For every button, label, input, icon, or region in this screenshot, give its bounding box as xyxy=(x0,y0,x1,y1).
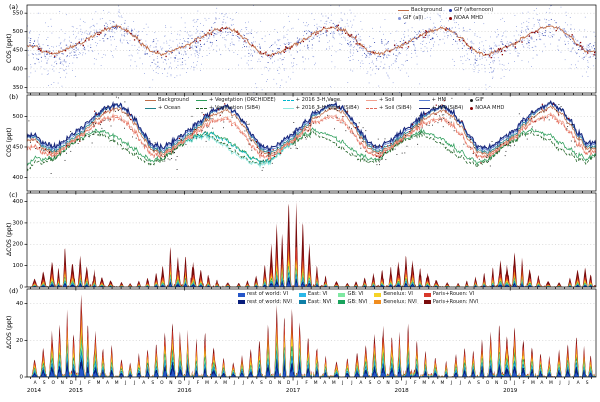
legend-swatch-square-icon xyxy=(374,300,382,305)
legend-label: + Soil (SiB4) xyxy=(378,104,412,111)
legend-label: + 2016 3-H Vege. (SiB4) xyxy=(295,104,359,111)
legend-item: rest of world: VI xyxy=(238,291,292,299)
legend-label: + 2016 3-H Vege. xyxy=(295,97,342,103)
legend-item: GB: NVI xyxy=(338,299,367,307)
legend-item: East: VI xyxy=(298,291,332,299)
legend-label: + Ocean xyxy=(158,104,181,111)
legend-swatch-line-icon xyxy=(418,100,430,102)
legend-swatch-square-icon xyxy=(338,292,346,297)
legend-item: + 2016 3-H Vege. (SiB4) xyxy=(282,104,359,113)
ylabel-panel-a: COS (ppt) xyxy=(6,33,13,63)
legend-label: Background xyxy=(411,7,442,13)
legend-label: + HM xyxy=(431,97,446,103)
legend-swatch-line-icon xyxy=(195,107,207,109)
legend-swatch-line-icon xyxy=(145,107,156,109)
legend-label: + Vegetation (ORCHIDEE) xyxy=(208,97,276,103)
legend-swatch-dot-icon xyxy=(398,16,401,20)
legend-swatch-line-icon xyxy=(195,100,207,102)
legend-swatch-line-icon xyxy=(282,100,294,102)
legend-swatch-dot-icon xyxy=(448,9,452,13)
legend-swatch-dot-icon xyxy=(470,99,474,103)
panel-c-label: (c) xyxy=(9,191,18,199)
legend-label: GIF xyxy=(475,97,484,103)
panel-b-label: (b) xyxy=(9,93,19,101)
legend-swatch-line-icon xyxy=(398,10,409,12)
panel-a-label: (a) xyxy=(9,3,19,11)
legend-swatch-square-icon xyxy=(238,300,245,305)
legend-swatch-square-icon xyxy=(423,300,431,305)
panel-d-legend: rest of world: VI East: VI GB: VI Benelux: … xyxy=(238,291,478,306)
legend-label: East: NVI xyxy=(307,298,332,305)
legend-swatch-line-icon xyxy=(365,100,377,102)
legend-item: NOAA MHD xyxy=(470,105,504,113)
legend-item: GIF (all) xyxy=(398,15,442,23)
legend-label: + Vegetation (SiB4) xyxy=(208,104,261,111)
legend-swatch-line-icon xyxy=(365,107,377,109)
legend-label: Background xyxy=(158,97,189,103)
panel-a-legend: Background GIF (afternoon) GIF (all) NOAA M… xyxy=(398,7,493,22)
legend-item: + Vegetation (ORCHIDEE) xyxy=(195,97,276,105)
legend-label: NOAA MHD xyxy=(475,104,505,111)
legend-label: GIF (all) xyxy=(403,14,424,21)
legend-label: Paris+Rouen: VI xyxy=(432,291,475,297)
legend-swatch-square-icon xyxy=(238,292,245,297)
ylabel-panel-d: ΔCOS (ppt) xyxy=(6,315,13,349)
legend-swatch-square-icon xyxy=(374,292,382,297)
legend-label: GB: NVI xyxy=(347,298,368,305)
legend-item: + HM xyxy=(418,97,464,105)
legend-swatch-line-icon xyxy=(145,100,156,102)
legend-label: Benelux: VI xyxy=(383,291,413,297)
legend-item: Paris+Rouen: VI xyxy=(423,291,478,299)
legend-item: rest of world: NVI xyxy=(238,299,292,307)
legend-swatch-square-icon xyxy=(298,292,306,297)
legend-label: rest of world: VI xyxy=(247,291,289,297)
legend-item: Background xyxy=(145,97,189,105)
legend-swatch-dot-icon xyxy=(470,106,474,110)
legend-label: Benelux: NVI xyxy=(383,298,417,305)
legend-label: rest of world: NVI xyxy=(247,298,292,305)
legend-swatch-line-icon xyxy=(282,107,294,109)
legend-item: GIF (afternoon) xyxy=(448,7,494,15)
legend-item: + Vegetation (SiB4) xyxy=(195,104,276,113)
legend-swatch-line-icon xyxy=(418,107,430,109)
legend-swatch-square-icon xyxy=(423,292,431,297)
legend-item: + HM (SiB4) xyxy=(418,104,464,113)
legend-label: GIF (afternoon) xyxy=(453,7,494,13)
legend-item: Benelux: NVI xyxy=(374,298,417,307)
legend-label: East: VI xyxy=(307,291,328,297)
panel-d-label: (d) xyxy=(9,287,19,295)
legend-label: NOAA MHD xyxy=(453,14,484,21)
legend-label: + Soil xyxy=(378,97,395,103)
ylabel-panel-c: ΔCOS (ppt) xyxy=(6,222,13,256)
legend-swatch-square-icon xyxy=(298,300,306,305)
legend-item: + 2016 3-H Vege. xyxy=(282,97,359,105)
legend-item: NOAA MHD xyxy=(448,14,493,23)
legend-swatch-square-icon xyxy=(338,300,346,305)
legend-item: Benelux: VI xyxy=(374,291,416,299)
legend-item: Paris+Rouen: NVI xyxy=(423,298,479,307)
legend-item: + Soil xyxy=(365,97,412,105)
legend-item: East: NVI xyxy=(298,298,332,307)
ylabel-panel-b: COS (ppt) xyxy=(6,127,13,157)
legend-label: + HM (SiB4) xyxy=(431,104,464,111)
legend-item: Background xyxy=(398,7,442,15)
legend-item: GB: VI xyxy=(338,291,367,299)
legend-label: Paris+Rouen: NVI xyxy=(432,298,479,305)
panel-b-legend: Background + Vegetation (ORCHIDEE) + 2016 … xyxy=(145,97,504,112)
legend-item: + Ocean xyxy=(145,105,189,113)
legend-item: + Soil (SiB4) xyxy=(365,104,412,113)
legend-swatch-dot-icon xyxy=(448,16,452,20)
legend-item: GIF xyxy=(470,97,504,105)
legend-label: GB: VI xyxy=(347,291,364,297)
